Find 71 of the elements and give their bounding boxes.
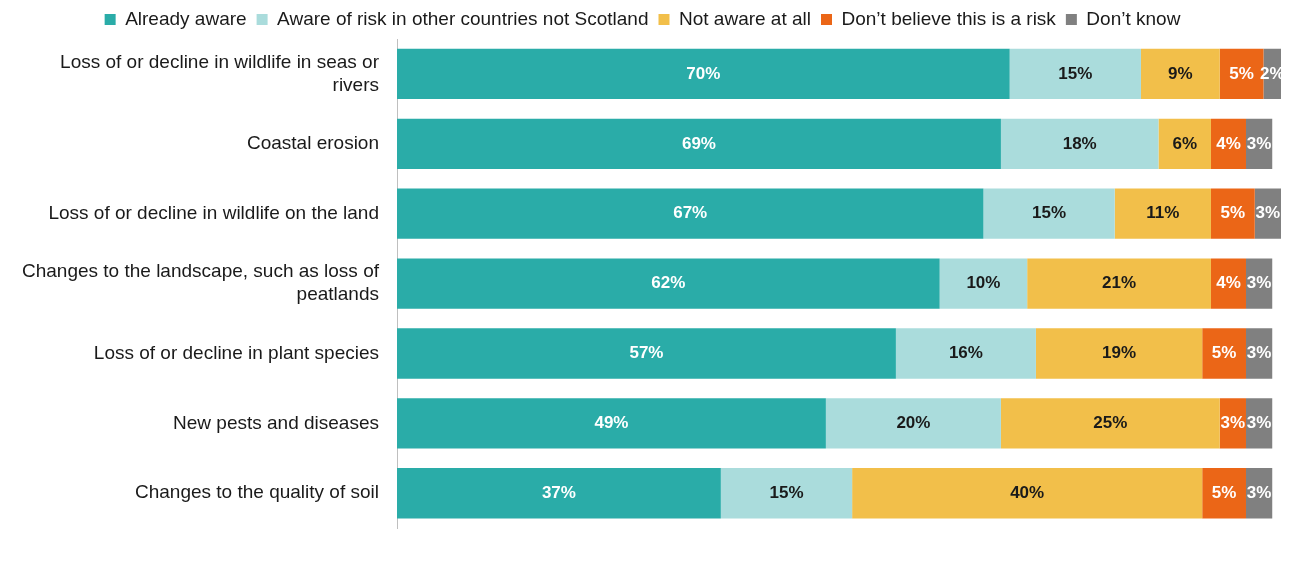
data-label: 9% [1168, 63, 1193, 83]
bar [1114, 188, 1211, 239]
data-label: 3% [1255, 203, 1281, 223]
bar [895, 328, 1036, 379]
bar [1009, 48, 1141, 100]
bar [852, 468, 1203, 519]
bar [397, 48, 1010, 100]
legend-label: Don’t know [1086, 7, 1181, 29]
y-tick-label: New pests and diseases [173, 411, 379, 433]
data-label: 15% [1058, 63, 1093, 83]
y-tick-label: Loss of or decline in wildlife in seas or rivers [60, 50, 380, 95]
bar [397, 258, 940, 309]
legend-label: Already aware [125, 7, 247, 29]
data-label: 20% [896, 413, 931, 433]
data-label: 3% [1246, 482, 1272, 502]
y-tick-label: Loss of or decline in plant species [93, 341, 379, 363]
data-label: 18% [1062, 133, 1097, 153]
y-tick-label: Loss of or decline in wildlife on the land [48, 201, 379, 223]
data-label: 62% [651, 273, 686, 293]
data-label: 6% [1172, 133, 1198, 153]
bar [1202, 468, 1246, 519]
data-label: 3% [1246, 413, 1272, 433]
bar [720, 468, 853, 519]
data-label: 69% [681, 133, 716, 153]
data-label: 4% [1216, 273, 1241, 293]
data-label: 3% [1246, 133, 1272, 153]
data-label: 5% [1211, 343, 1237, 363]
data-label: 11% [1146, 203, 1180, 223]
bar [939, 258, 1028, 309]
data-label: 10% [966, 273, 1001, 293]
bar [397, 468, 721, 519]
data-label: 19% [1102, 343, 1137, 363]
legend-label: Not aware at all [679, 7, 812, 29]
bar [397, 398, 826, 449]
legend-label: Don’t believe this is a risk [841, 7, 1057, 29]
bar [983, 188, 1115, 239]
bar [825, 398, 1001, 449]
data-label: 40% [1010, 482, 1045, 502]
data-label: 57% [629, 343, 664, 363]
y-tick-label: Coastal erosion [246, 132, 379, 154]
data-label: 67% [673, 203, 708, 223]
bar [1210, 258, 1246, 309]
bar [397, 118, 1001, 169]
bar [1202, 328, 1246, 379]
bar [1000, 118, 1159, 169]
bar [397, 188, 984, 239]
data-label: 21% [1102, 273, 1137, 293]
data-label: 5% [1220, 203, 1246, 223]
data-label: 15% [769, 482, 804, 502]
data-label: 3% [1246, 343, 1272, 363]
data-label: 15% [1032, 203, 1067, 223]
data-label: 49% [594, 413, 629, 433]
data-label: 25% [1093, 413, 1128, 433]
data-label: 37% [541, 482, 576, 502]
legend-label: Aware of risk in other countries not Scotland [277, 7, 649, 29]
data-label: 5% [1229, 63, 1254, 83]
data-label: 16% [948, 343, 983, 363]
bar [1158, 118, 1211, 169]
y-tick-label: Changes to the quality of soil [135, 481, 379, 503]
y-tick-label: Changes to the landscape, such as loss of peatlands [21, 260, 380, 305]
bar [1210, 188, 1255, 239]
bar [1000, 398, 1220, 449]
bar [1035, 328, 1203, 379]
bar [397, 328, 896, 379]
data-label: 70% [686, 63, 721, 83]
data-label: 4% [1216, 133, 1241, 153]
data-label: 3% [1220, 413, 1246, 433]
data-label: 5% [1211, 482, 1237, 502]
data-label: 3% [1246, 273, 1272, 293]
bar [1140, 48, 1220, 100]
bar [1027, 258, 1211, 309]
